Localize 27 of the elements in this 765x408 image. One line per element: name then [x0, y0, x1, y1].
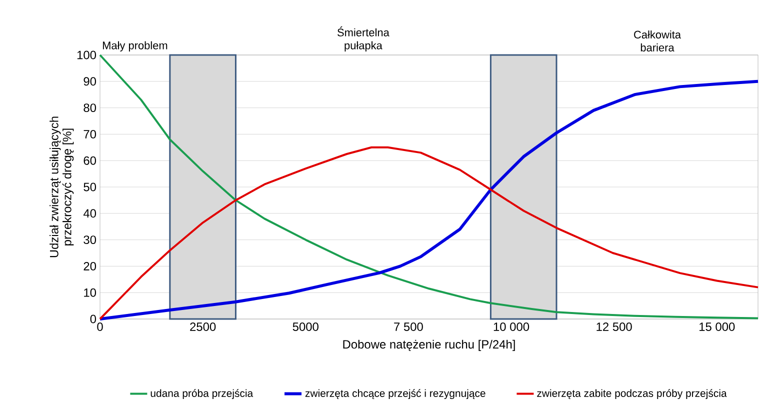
text: Mały problem — [102, 41, 168, 52]
y-tick-label: 60 — [84, 156, 96, 165]
x-tick-label: 5000 — [292, 322, 318, 331]
legend-label: udana próba przejścia — [150, 389, 254, 400]
x-tick-label: 0 — [97, 322, 103, 331]
x-tick-label: 15 000 — [700, 322, 735, 331]
y-tick-label: 90 — [84, 77, 96, 86]
y-tick-label: 70 — [84, 130, 96, 138]
y-tick-label: 40 — [83, 209, 96, 218]
y-tick-label: 0 — [90, 314, 96, 324]
x-tick-label: 7 500 — [394, 322, 423, 331]
x-tick-label: 10 000 — [494, 322, 530, 331]
y-tick-label: 100 — [77, 50, 96, 60]
y-axis-title: Udział zwierząt usiłujących przekroczyć drogę [%] — [50, 116, 74, 258]
text: Śmiertelna pułapka — [338, 26, 390, 52]
legend-label: zwierzęta chcące przejść i rezygnujące — [305, 389, 486, 400]
line-series — [99, 146, 760, 320]
x-axis-title: Dobowe natężenie ruchu [P/24h] — [343, 340, 515, 351]
x-tick-label: 2500 — [190, 322, 216, 331]
text: Całkowita bariera — [634, 30, 681, 52]
y-tick-label: 80 — [84, 104, 96, 112]
x-tick-label: 12 500 — [596, 322, 632, 331]
y-tick-label: 10 — [84, 288, 96, 297]
legend-label: zwierzęta zabite podczas próby przejścia — [537, 389, 727, 400]
y-tick-label: 30 — [84, 236, 96, 244]
y-tick-label: 20 — [84, 262, 96, 270]
y-tick-label: 50 — [84, 182, 96, 192]
